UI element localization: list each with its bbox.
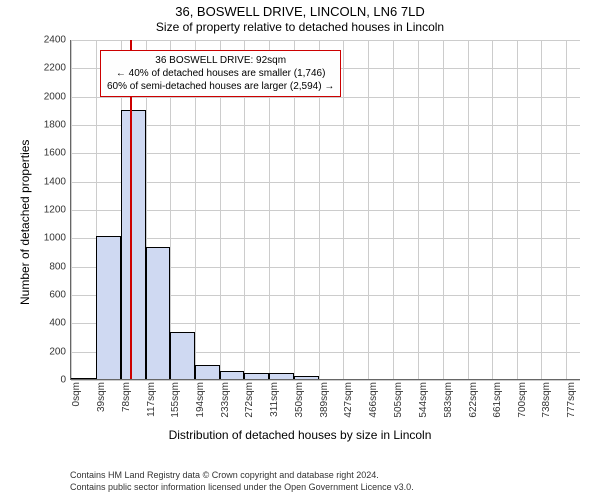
chart-title-main: 36, BOSWELL DRIVE, LINCOLN, LN6 7LD [0, 4, 600, 19]
y-tick-label: 1600 [44, 148, 66, 159]
histogram-bar [121, 110, 146, 379]
x-tick-label: 350sqm [294, 382, 305, 418]
y-tick-label: 2200 [44, 63, 66, 74]
y-tick-label: 200 [49, 346, 66, 357]
y-tick-label: 600 [49, 290, 66, 301]
x-tick-label: 311sqm [269, 382, 280, 417]
histogram-bar [220, 371, 245, 380]
x-tick-label: 194sqm [195, 382, 206, 418]
grid-line-h [71, 125, 580, 126]
grid-line-v [492, 40, 493, 379]
y-tick-label: 1000 [44, 233, 66, 244]
grid-line-v [418, 40, 419, 379]
x-axis-label: Distribution of detached houses by size … [0, 428, 600, 442]
y-tick-label: 400 [49, 318, 66, 329]
y-tick-label: 800 [49, 261, 66, 272]
histogram-bar [170, 332, 195, 379]
annotation-box: 36 BOSWELL DRIVE: 92sqm← 40% of detached… [100, 50, 341, 97]
grid-line-h [71, 153, 580, 154]
x-tick-label: 738sqm [541, 382, 552, 418]
grid-line-h [71, 380, 580, 381]
annotation-line: ← 40% of detached houses are smaller (1,… [107, 67, 334, 80]
attribution-line: Contains HM Land Registry data © Crown c… [70, 470, 414, 482]
annotation-line: 36 BOSWELL DRIVE: 92sqm [107, 54, 334, 67]
x-tick-label: 622sqm [468, 382, 479, 418]
x-tick-label: 272sqm [244, 382, 255, 418]
grid-line-h [71, 182, 580, 183]
y-axis-label: Number of detached properties [18, 140, 32, 305]
attribution-text: Contains HM Land Registry data © Crown c… [70, 470, 414, 493]
grid-line-v [343, 40, 344, 379]
x-tick-label: 661sqm [492, 382, 503, 418]
grid-line-v [71, 40, 72, 379]
histogram-bar [71, 378, 96, 379]
x-tick-label: 117sqm [146, 382, 157, 417]
x-tick-label: 777sqm [566, 382, 577, 418]
chart-title-sub: Size of property relative to detached ho… [0, 20, 600, 34]
x-tick-label: 427sqm [343, 382, 354, 418]
grid-line-v [566, 40, 567, 379]
grid-line-v [443, 40, 444, 379]
histogram-bar [294, 376, 319, 379]
y-tick-label: 1800 [44, 120, 66, 131]
grid-line-v [393, 40, 394, 379]
x-tick-label: 700sqm [517, 382, 528, 418]
histogram-bar [269, 373, 294, 379]
histogram-bar [244, 373, 269, 379]
y-tick-label: 0 [60, 375, 66, 386]
histogram-bar [96, 236, 121, 379]
grid-line-v [541, 40, 542, 379]
grid-line-v [468, 40, 469, 379]
grid-line-h [71, 210, 580, 211]
histogram-bar [146, 247, 170, 379]
grid-line-h [71, 40, 580, 41]
x-tick-label: 544sqm [418, 382, 429, 418]
histogram-bar [195, 365, 220, 379]
grid-line-v [517, 40, 518, 379]
x-tick-label: 583sqm [443, 382, 454, 418]
y-tick-label: 1200 [44, 205, 66, 216]
x-tick-label: 78sqm [121, 382, 132, 412]
y-tick-label: 2000 [44, 91, 66, 102]
x-tick-label: 0sqm [71, 382, 82, 406]
x-tick-label: 39sqm [96, 382, 107, 412]
y-tick-label: 1400 [44, 176, 66, 187]
grid-line-v [368, 40, 369, 379]
x-tick-label: 233sqm [220, 382, 231, 418]
grid-line-h [71, 238, 580, 239]
attribution-line: Contains public sector information licen… [70, 482, 414, 494]
x-tick-label: 505sqm [393, 382, 404, 418]
x-tick-label: 466sqm [368, 382, 379, 418]
y-tick-label: 2400 [44, 35, 66, 46]
x-tick-label: 155sqm [170, 382, 181, 418]
x-tick-label: 389sqm [319, 382, 330, 418]
annotation-line: 60% of semi-detached houses are larger (… [107, 80, 334, 93]
